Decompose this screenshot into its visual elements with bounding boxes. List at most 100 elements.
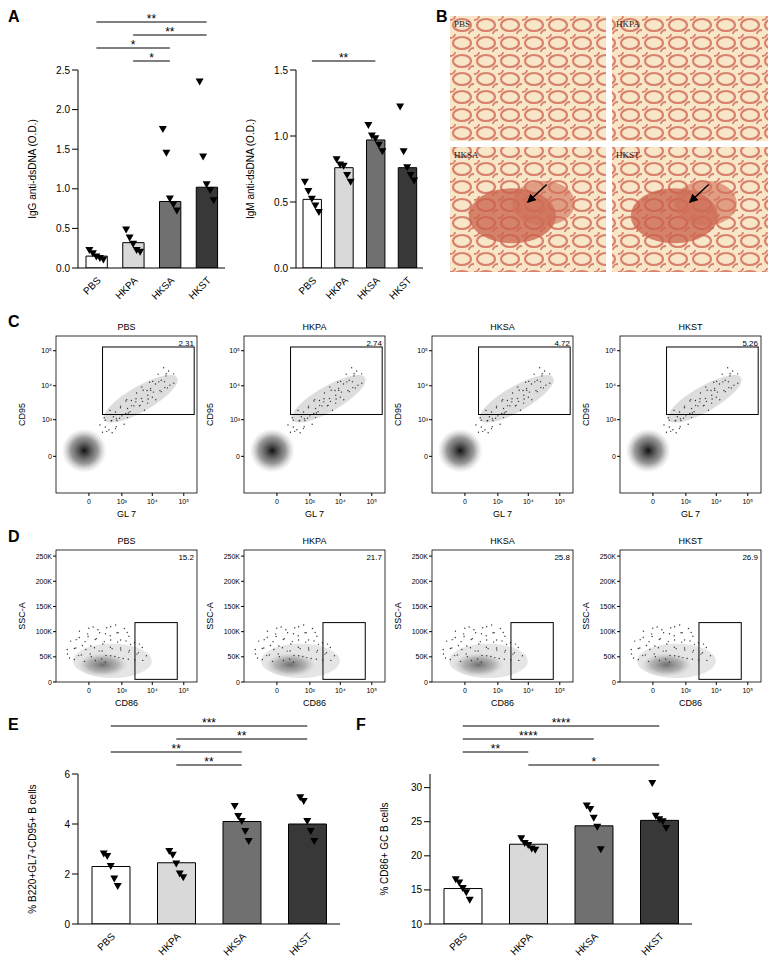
- svg-text:HKST: HKST: [186, 275, 213, 302]
- svg-text:10⁴: 10⁴: [147, 498, 158, 505]
- svg-text:HKST: HKST: [639, 931, 666, 958]
- svg-text:% CD86+ GC B cells: % CD86+ GC B cells: [379, 802, 390, 895]
- svg-text:SSC-A: SSC-A: [17, 602, 27, 630]
- svg-text:**: **: [237, 729, 247, 743]
- svg-text:1.5: 1.5: [56, 144, 70, 155]
- svg-text:1.0: 1.0: [274, 131, 288, 142]
- svg-text:10⁴: 10⁴: [711, 498, 722, 505]
- svg-text:0.0: 0.0: [56, 263, 70, 274]
- svg-text:10⁴: 10⁴: [41, 382, 52, 389]
- svg-text:**: **: [172, 742, 182, 756]
- svg-text:**: **: [147, 12, 157, 26]
- svg-text:10³: 10³: [418, 416, 429, 423]
- svg-text:10³: 10³: [493, 498, 504, 505]
- svg-text:10⁵: 10⁵: [742, 687, 753, 694]
- svg-text:CD86: CD86: [303, 698, 326, 708]
- svg-text:10⁵: 10⁵: [366, 687, 377, 694]
- svg-text:4.72: 4.72: [554, 339, 570, 348]
- svg-text:HKPA: HKPA: [303, 536, 327, 546]
- svg-text:10⁴: 10⁴: [147, 687, 158, 694]
- svg-text:0: 0: [236, 679, 240, 686]
- svg-text:10⁴: 10⁴: [523, 498, 534, 505]
- svg-text:15: 15: [411, 884, 423, 895]
- svg-text:CD95: CD95: [581, 403, 591, 426]
- svg-text:SSC-A: SSC-A: [205, 602, 215, 630]
- svg-text:25.8: 25.8: [554, 553, 570, 562]
- svg-text:10³: 10³: [681, 498, 692, 505]
- svg-text:*: *: [149, 51, 154, 65]
- svg-text:25: 25: [411, 816, 423, 827]
- svg-text:HKST: HKST: [287, 931, 314, 958]
- svg-text:200K: 200K: [412, 578, 429, 585]
- svg-text:10⁴: 10⁴: [335, 687, 346, 694]
- svg-text:CD86: CD86: [679, 698, 702, 708]
- svg-text:0: 0: [275, 498, 279, 505]
- svg-text:0: 0: [87, 498, 91, 505]
- svg-text:100K: 100K: [412, 628, 429, 635]
- svg-text:10⁴: 10⁴: [417, 382, 428, 389]
- svg-text:CD86: CD86: [491, 698, 514, 708]
- svg-text:10⁵: 10⁵: [554, 498, 565, 505]
- svg-text:PBS: PBS: [454, 19, 470, 29]
- svg-text:250K: 250K: [224, 553, 241, 560]
- svg-text:HKSA: HKSA: [490, 322, 515, 332]
- svg-text:HKSA: HKSA: [355, 274, 382, 301]
- svg-text:10⁴: 10⁴: [229, 382, 240, 389]
- svg-text:10⁵: 10⁵: [229, 347, 240, 354]
- svg-text:50K: 50K: [604, 653, 617, 660]
- svg-text:0: 0: [424, 679, 428, 686]
- svg-text:200K: 200K: [600, 578, 617, 585]
- svg-text:20: 20: [411, 850, 423, 861]
- svg-text:SSC-A: SSC-A: [393, 602, 403, 630]
- svg-text:PBS: PBS: [95, 930, 117, 952]
- svg-text:HKPA: HKPA: [508, 930, 535, 957]
- svg-text:15.2: 15.2: [178, 553, 194, 562]
- svg-text:0: 0: [612, 679, 616, 686]
- svg-text:10: 10: [411, 919, 423, 930]
- svg-text:1.0: 1.0: [56, 183, 70, 194]
- svg-text:10³: 10³: [117, 687, 128, 694]
- svg-text:*: *: [591, 755, 596, 769]
- svg-text:10³: 10³: [305, 687, 316, 694]
- svg-text:CD86: CD86: [115, 698, 138, 708]
- svg-text:150K: 150K: [224, 603, 241, 610]
- svg-text:10³: 10³: [606, 416, 617, 423]
- svg-text:0: 0: [64, 919, 70, 930]
- svg-text:HKPA: HKPA: [113, 274, 140, 301]
- svg-text:10⁴: 10⁴: [711, 687, 722, 694]
- svg-text:10⁵: 10⁵: [41, 347, 52, 354]
- svg-text:CD95: CD95: [393, 403, 403, 426]
- svg-text:PBS: PBS: [81, 274, 103, 296]
- svg-text:2: 2: [64, 869, 70, 880]
- svg-text:SSC-A: SSC-A: [581, 602, 591, 630]
- svg-text:100K: 100K: [36, 628, 53, 635]
- svg-text:10⁵: 10⁵: [178, 687, 189, 694]
- svg-text:2.31: 2.31: [178, 339, 194, 348]
- svg-text:10⁵: 10⁵: [417, 347, 428, 354]
- svg-text:50K: 50K: [40, 653, 53, 660]
- svg-text:200K: 200K: [224, 578, 241, 585]
- svg-text:30: 30: [411, 782, 423, 793]
- svg-text:**: **: [491, 742, 501, 756]
- svg-text:4: 4: [64, 819, 70, 830]
- svg-text:0: 0: [463, 498, 467, 505]
- svg-text:21.7: 21.7: [366, 553, 382, 562]
- svg-text:HKST: HKST: [678, 322, 703, 332]
- svg-text:10³: 10³: [681, 687, 692, 694]
- svg-text:HKST: HKST: [616, 150, 640, 160]
- svg-text:IgM anti-dsDNA (O.D.): IgM anti-dsDNA (O.D.): [245, 119, 256, 219]
- svg-text:HKPA: HKPA: [324, 274, 351, 301]
- svg-text:0: 0: [651, 687, 655, 694]
- svg-text:HKSA: HKSA: [573, 930, 600, 957]
- svg-text:0: 0: [275, 687, 279, 694]
- svg-text:0: 0: [236, 453, 240, 460]
- svg-text:0.0: 0.0: [274, 263, 288, 274]
- svg-text:***: ***: [202, 716, 216, 730]
- svg-text:10⁴: 10⁴: [523, 687, 534, 694]
- svg-text:10³: 10³: [230, 416, 241, 423]
- svg-text:250K: 250K: [36, 553, 53, 560]
- svg-text:100K: 100K: [224, 628, 241, 635]
- svg-text:HKST: HKST: [678, 536, 703, 546]
- svg-text:10³: 10³: [42, 416, 53, 423]
- svg-text:GL 7: GL 7: [305, 509, 324, 519]
